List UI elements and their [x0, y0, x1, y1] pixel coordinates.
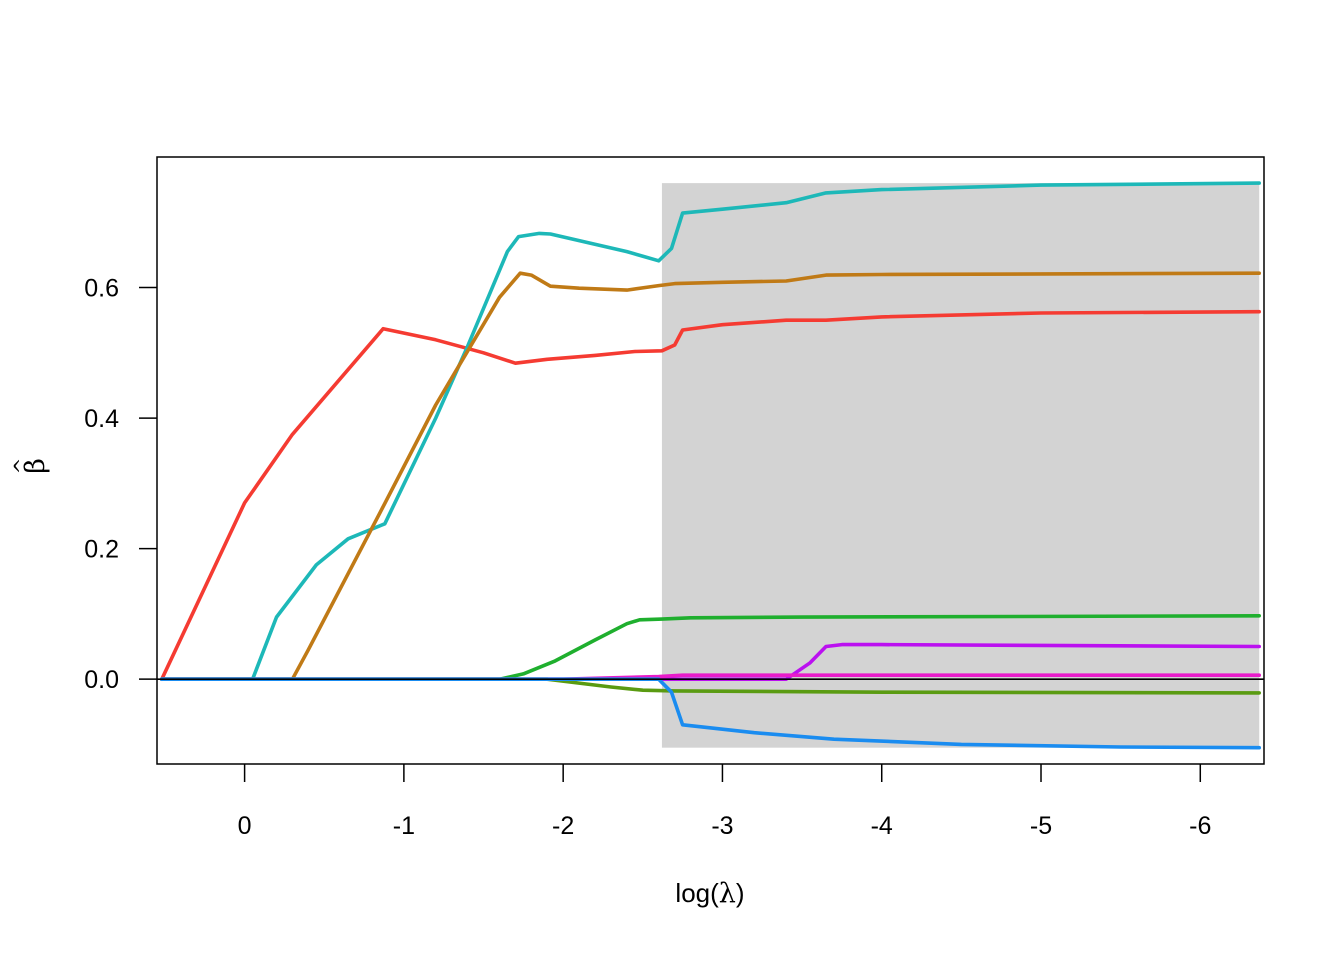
x-tick-label: -3: [711, 812, 733, 840]
series-line-4: [160, 613, 1261, 682]
series-line-3: [160, 271, 1261, 682]
plot-frame: [156, 156, 1265, 765]
x-tick-label: -6: [1189, 812, 1211, 840]
x-tick-label: -4: [871, 812, 893, 840]
x-axis-title: log(λ): [675, 878, 744, 909]
series-line-2: [160, 181, 1261, 682]
shaded-region-layer: [661, 183, 1260, 748]
x-axis-title-symbol: λ: [719, 878, 736, 909]
x-axis: 0 -1 -2 -3 -4 -5 -6: [238, 764, 1211, 840]
x-tick-label: -1: [393, 812, 415, 840]
x-axis-title-suffix: ): [736, 878, 745, 908]
y-axis-title: β: [20, 458, 51, 474]
y-axis-title-accent: ^: [9, 458, 33, 475]
y-tick-label: 0.4: [84, 405, 119, 433]
y-axis-title-symbol: β: [20, 458, 51, 474]
x-axis-title-prefix: log(: [675, 878, 719, 908]
x-tick-label: 0: [238, 812, 252, 840]
y-tick-label: 0.0: [84, 666, 119, 694]
y-tick-label: 0.2: [84, 536, 119, 564]
y-axis: 0.0 0.2 0.4 0.6: [84, 275, 157, 694]
series-line-1: [160, 309, 1261, 682]
x-tick-label: -2: [552, 812, 574, 840]
y-tick-label: 0.6: [84, 275, 119, 303]
shaded-region: [661, 183, 1260, 748]
x-tick-label: -5: [1030, 812, 1052, 840]
series-line-8: [160, 677, 1261, 750]
y-axis-title-hat: ^: [9, 458, 33, 475]
